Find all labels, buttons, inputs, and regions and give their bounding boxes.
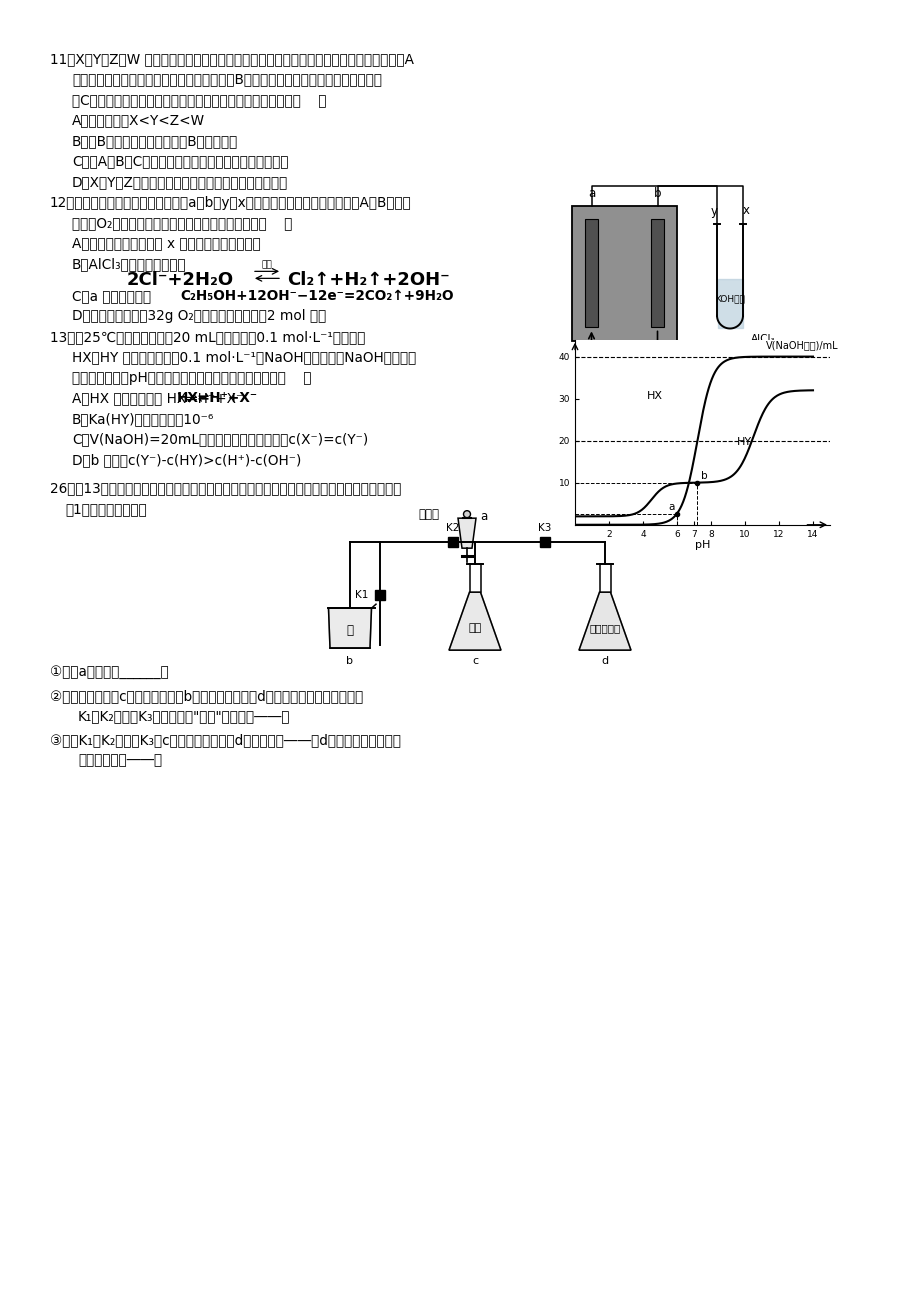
Text: 在加热时完全分解为三种产物，其中一种产物B是能使品红溶液褪色的气体，另一种产: 在加热时完全分解为三种产物，其中一种产物B是能使品红溶液褪色的气体，另一种产 <box>72 73 381 86</box>
Text: a: a <box>587 186 595 199</box>
X-axis label: pH: pH <box>694 540 709 549</box>
Text: b: b <box>653 186 661 199</box>
Text: B．其B的水溶液可导电，所以B属于电解质: B．其B的水溶液可导电，所以B属于电解质 <box>72 134 238 148</box>
Text: 硫酸铵溶液: 硫酸铵溶液 <box>589 624 620 633</box>
Text: HX: HX <box>646 391 662 401</box>
Text: K₁、K₂，关闭K₃．使用铁粉"过量"的原因是――。: K₁、K₂，关闭K₃．使用铁粉"过量"的原因是――。 <box>78 710 290 723</box>
Text: K1: K1 <box>354 590 368 600</box>
Text: A．HX 电离方程式为 HX⇌H⁺+X⁻: A．HX 电离方程式为 HX⇌H⁺+X⁻ <box>72 392 243 405</box>
Text: A．原子半径：X<Y<Z<W: A．原子半径：X<Y<Z<W <box>72 113 205 128</box>
Text: y: y <box>709 204 717 217</box>
Text: V(NaOH溶液)/mL: V(NaOH溶液)/mL <box>765 340 837 350</box>
Text: c: c <box>471 656 478 667</box>
Text: 乙醇和O₂，用该装置进行实验，下列说法正确的是（    ）: 乙醇和O₂，用该装置进行实验，下列说法正确的是（ ） <box>72 216 292 230</box>
Text: B．AlCl₃溶液中的总反应为: B．AlCl₃溶液中的总反应为 <box>72 256 187 271</box>
Polygon shape <box>539 538 550 547</box>
Text: K3: K3 <box>538 523 551 534</box>
Text: ③关闭K₁和K₂，打开K₃，c中浅绿色溶液流入d，其原因是――；d中析出沉淀，用化学: ③关闭K₁和K₂，打开K₃，c中浅绿色溶液流入d，其原因是――；d中析出沉淀，用… <box>50 733 401 747</box>
Text: Cl₂↑+H₂↑+2OH⁻: Cl₂↑+H₂↑+2OH⁻ <box>287 271 449 289</box>
Circle shape <box>463 510 470 518</box>
Text: KOH溶液: KOH溶液 <box>714 294 744 303</box>
Text: 水: 水 <box>346 624 353 637</box>
Text: 稀硫酸: 稀硫酸 <box>417 508 438 521</box>
Text: K2: K2 <box>446 523 460 534</box>
Text: 12．某电池的简易装置图如下所示，a、b、y、x电极材料均为惰性电极，分别从A、B处通入: 12．某电池的简易装置图如下所示，a、b、y、x电极材料均为惰性电极，分别从A、… <box>50 195 412 210</box>
Polygon shape <box>448 538 458 547</box>
Text: a: a <box>480 509 487 522</box>
Polygon shape <box>448 592 501 650</box>
Text: C．V(NaOH)=20mL时，反应后的两种溶液中c(X⁻)=c(Y⁻): C．V(NaOH)=20mL时，反应后的两种溶液中c(X⁻)=c(Y⁻) <box>72 432 368 447</box>
Polygon shape <box>458 518 475 548</box>
Text: B．Ka(HY)的数量级约为10⁻⁶: B．Ka(HY)的数量级约为10⁻⁶ <box>72 411 214 426</box>
Text: ②将过量铁粉置于c中，加蒸馏水于b中，硫酸铵溶液于d中，按图连接好装置，打开: ②将过量铁粉置于c中，加蒸馏水于b中，硫酸铵溶液于d中，按图连接好装置，打开 <box>50 689 363 703</box>
Text: d: d <box>601 656 607 667</box>
Text: a: a <box>668 503 675 512</box>
Text: D．左侧电池每通入32g O₂，右侧电解池共生成2 mol 气体: D．左侧电池每通入32g O₂，右侧电解池共生成2 mol 气体 <box>72 310 326 323</box>
Text: 方程式解释：――。: 方程式解释：――。 <box>78 754 162 767</box>
Text: B: B <box>663 358 671 371</box>
Text: x: x <box>742 204 749 217</box>
Text: ①仪器a的名称是______。: ①仪器a的名称是______。 <box>50 665 168 680</box>
Text: 通电: 通电 <box>261 260 272 270</box>
Text: C．a 电极反应式为: C．a 电极反应式为 <box>72 289 155 303</box>
Text: HX、HY 溶液中分别滴加0.1 mol·L⁻¹的NaOH溶液，所加NaOH溶液体积: HX、HY 溶液中分别滴加0.1 mol·L⁻¹的NaOH溶液，所加NaOH溶液… <box>72 350 415 365</box>
Text: HY: HY <box>736 437 751 447</box>
Text: A．反应开始后，观察到 x 电极附近出现白色沉淀: A．反应开始后，观察到 x 电极附近出现白色沉淀 <box>72 237 260 250</box>
Text: （1）制备硫酸亚铁铵: （1）制备硫酸亚铁铵 <box>65 503 147 516</box>
Text: 物C是能使湿润红色石蕊试纸变蓝的气体。下列说法正确的是（    ）: 物C是能使湿润红色石蕊试纸变蓝的气体。下列说法正确的是（ ） <box>72 92 326 107</box>
Text: A: A <box>577 358 584 371</box>
Polygon shape <box>578 592 630 650</box>
Text: C₂H₅OH+12OH⁻−12e⁻=2CO₂↑+9H₂O: C₂H₅OH+12OH⁻−12e⁻=2CO₂↑+9H₂O <box>180 289 453 303</box>
Text: 2Cl⁻+2H₂O: 2Cl⁻+2H₂O <box>127 271 233 289</box>
Text: HX⇌H⁺+X⁻: HX⇌H⁺+X⁻ <box>176 392 258 405</box>
Text: AlCl₃: AlCl₃ <box>750 333 775 344</box>
Text: D．X、Y、Z三种元素形成的化合物可能会抑制水的电离: D．X、Y、Z三种元素形成的化合物可能会抑制水的电离 <box>72 174 288 189</box>
Bar <box>651 219 664 327</box>
Text: 铁粉: 铁粉 <box>468 624 482 633</box>
Polygon shape <box>375 590 384 600</box>
Polygon shape <box>328 608 371 648</box>
Text: b: b <box>346 656 353 667</box>
Bar <box>584 219 597 327</box>
Text: 与反应后溶液的pH的关系如图所示。下列叙述正确的是（    ）: 与反应后溶液的pH的关系如图所示。下列叙述正确的是（ ） <box>72 371 312 385</box>
Bar <box>572 206 676 341</box>
Text: 26．（13分）硫酸亚铁铵是分析化学中重要的试剂，某实验小组制备和测定其含量，实验如下: 26．（13分）硫酸亚铁铵是分析化学中重要的试剂，某实验小组制备和测定其含量，实… <box>50 482 401 496</box>
Text: 11．X、Y、Z、W 是原子序数依次增大的短周期主族元素，由这四种元素组成的一种化合物A: 11．X、Y、Z、W 是原子序数依次增大的短周期主族元素，由这四种元素组成的一种… <box>50 52 414 66</box>
Text: b: b <box>700 471 707 482</box>
Text: D．b 点时：c(Y⁻)-c(HY)>c(H⁺)-c(OH⁻): D．b 点时：c(Y⁻)-c(HY)>c(H⁺)-c(OH⁻) <box>72 453 301 467</box>
Text: C．在A、B、C中均含有极性共价键，都属于共价化合物: C．在A、B、C中均含有极性共价键，都属于共价化合物 <box>72 155 289 168</box>
Text: 13．在25℃时，向体积均为20 mL、浓度均为0.1 mol·L⁻¹的两种酸: 13．在25℃时，向体积均为20 mL、浓度均为0.1 mol·L⁻¹的两种酸 <box>50 329 365 344</box>
